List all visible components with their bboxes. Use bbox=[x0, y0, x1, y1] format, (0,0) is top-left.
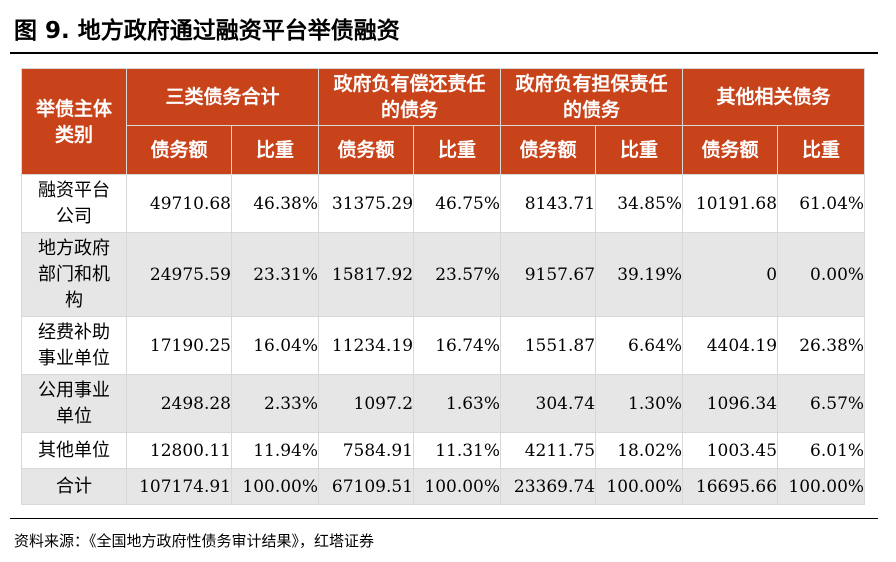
cell-value: 107174.91 bbox=[126, 468, 232, 505]
cell-value: 11234.19 bbox=[318, 316, 415, 375]
cell-value: 39.19% bbox=[595, 232, 684, 317]
cell-value: 1.30% bbox=[595, 374, 684, 433]
cell-value: 46.38% bbox=[230, 174, 320, 233]
figure-title: 图 9. 地方政府通过融资平台举债融资 bbox=[14, 18, 400, 44]
row-label: 融资平台公司 bbox=[21, 174, 127, 233]
cell-value: 9157.67 bbox=[500, 232, 597, 317]
cell-value: 2.33% bbox=[230, 374, 320, 433]
title-rule bbox=[10, 52, 878, 54]
row-label: 公用事业单位 bbox=[21, 374, 127, 433]
subheader-amount: 债务额 bbox=[318, 125, 415, 175]
table-row: 公用事业单位 2498.28 2.33% 1097.2 1.63% 304.74… bbox=[21, 374, 866, 433]
cell-value: 61.04% bbox=[777, 174, 866, 233]
subheader-share: 比重 bbox=[777, 125, 866, 175]
cell-value: 34.85% bbox=[595, 174, 684, 233]
cell-value: 23.57% bbox=[413, 232, 502, 317]
cell-value: 11.31% bbox=[413, 432, 502, 469]
cell-value: 46.75% bbox=[413, 174, 502, 233]
cell-value: 16.74% bbox=[413, 316, 502, 375]
cell-value: 6.01% bbox=[777, 432, 866, 469]
cell-value: 23369.74 bbox=[500, 468, 597, 505]
cell-value: 31375.29 bbox=[318, 174, 415, 233]
cell-value: 1097.2 bbox=[318, 374, 415, 433]
cell-value: 4211.75 bbox=[500, 432, 597, 469]
header-row-2: 债务额 比重 债务额 比重 债务额 比重 债务额 比重 bbox=[22, 125, 866, 175]
header-entity-type: 举债主体类别 bbox=[21, 68, 127, 175]
cell-value: 100.00% bbox=[230, 468, 320, 505]
cell-value: 4404.19 bbox=[682, 316, 779, 375]
cell-value: 100.00% bbox=[413, 468, 502, 505]
cell-value: 16695.66 bbox=[682, 468, 779, 505]
cell-value: 2498.28 bbox=[126, 374, 232, 433]
row-label: 合计 bbox=[21, 468, 127, 505]
cell-value: 1003.45 bbox=[682, 432, 779, 469]
subheader-amount: 债务额 bbox=[126, 125, 232, 175]
table-row: 其他单位 12800.11 11.94% 7584.91 11.31% 4211… bbox=[21, 432, 866, 469]
cell-value: 15817.92 bbox=[318, 232, 415, 317]
cell-value: 12800.11 bbox=[126, 432, 232, 469]
cell-value: 11.94% bbox=[230, 432, 320, 469]
source-rule bbox=[10, 518, 878, 519]
header-group-guarantee: 政府负有担保责任的债务 bbox=[500, 68, 684, 126]
cell-value: 1.63% bbox=[413, 374, 502, 433]
row-label: 其他单位 bbox=[21, 432, 127, 469]
subheader-share: 比重 bbox=[230, 125, 320, 175]
cell-value: 24975.59 bbox=[126, 232, 232, 317]
cell-value: 8143.71 bbox=[500, 174, 597, 233]
cell-value: 16.04% bbox=[230, 316, 320, 375]
source-note: 资料来源：《全国地方政府性债务审计结果》，红塔证券 bbox=[14, 532, 375, 550]
cell-value: 17190.25 bbox=[126, 316, 232, 375]
debt-table: 举债主体类别 三类债务合计 政府负有偿还责任的债务 政府负有担保责任的债务 其他… bbox=[21, 68, 866, 505]
cell-value: 100.00% bbox=[595, 468, 684, 505]
header-group-repay: 政府负有偿还责任的债务 bbox=[318, 68, 502, 126]
cell-value: 6.64% bbox=[595, 316, 684, 375]
table-row: 融资平台公司 49710.68 46.38% 31375.29 46.75% 8… bbox=[21, 174, 866, 233]
total-row: 合计 107174.91 100.00% 67109.51 100.00% 23… bbox=[21, 468, 866, 505]
subheader-share: 比重 bbox=[595, 125, 684, 175]
header-row-1: 举债主体类别 三类债务合计 政府负有偿还责任的债务 政府负有担保责任的债务 其他… bbox=[21, 68, 866, 175]
subheader-share: 比重 bbox=[413, 125, 502, 175]
cell-value: 0 bbox=[682, 232, 779, 317]
subheader-amount: 债务额 bbox=[500, 125, 597, 175]
cell-value: 6.57% bbox=[777, 374, 866, 433]
cell-value: 0.00% bbox=[777, 232, 866, 317]
cell-value: 49710.68 bbox=[126, 174, 232, 233]
cell-value: 100.00% bbox=[777, 468, 866, 505]
cell-value: 18.02% bbox=[595, 432, 684, 469]
cell-value: 304.74 bbox=[500, 374, 597, 433]
cell-value: 1096.34 bbox=[682, 374, 779, 433]
header-group-total: 三类债务合计 bbox=[125, 68, 320, 126]
header-group-other: 其他相关债务 bbox=[682, 68, 866, 126]
table-row: 地方政府部门和机构 24975.59 23.31% 15817.92 23.57… bbox=[21, 232, 866, 317]
row-label: 经费补助事业单位 bbox=[21, 316, 127, 375]
cell-value: 10191.68 bbox=[682, 174, 779, 233]
cell-value: 1551.87 bbox=[500, 316, 597, 375]
cell-value: 26.38% bbox=[777, 316, 866, 375]
cell-value: 7584.91 bbox=[318, 432, 415, 469]
subheader-amount: 债务额 bbox=[682, 125, 779, 175]
row-label: 地方政府部门和机构 bbox=[21, 232, 127, 317]
cell-value: 23.31% bbox=[230, 232, 320, 317]
cell-value: 67109.51 bbox=[318, 468, 415, 505]
table-row: 经费补助事业单位 17190.25 16.04% 11234.19 16.74%… bbox=[21, 316, 866, 375]
